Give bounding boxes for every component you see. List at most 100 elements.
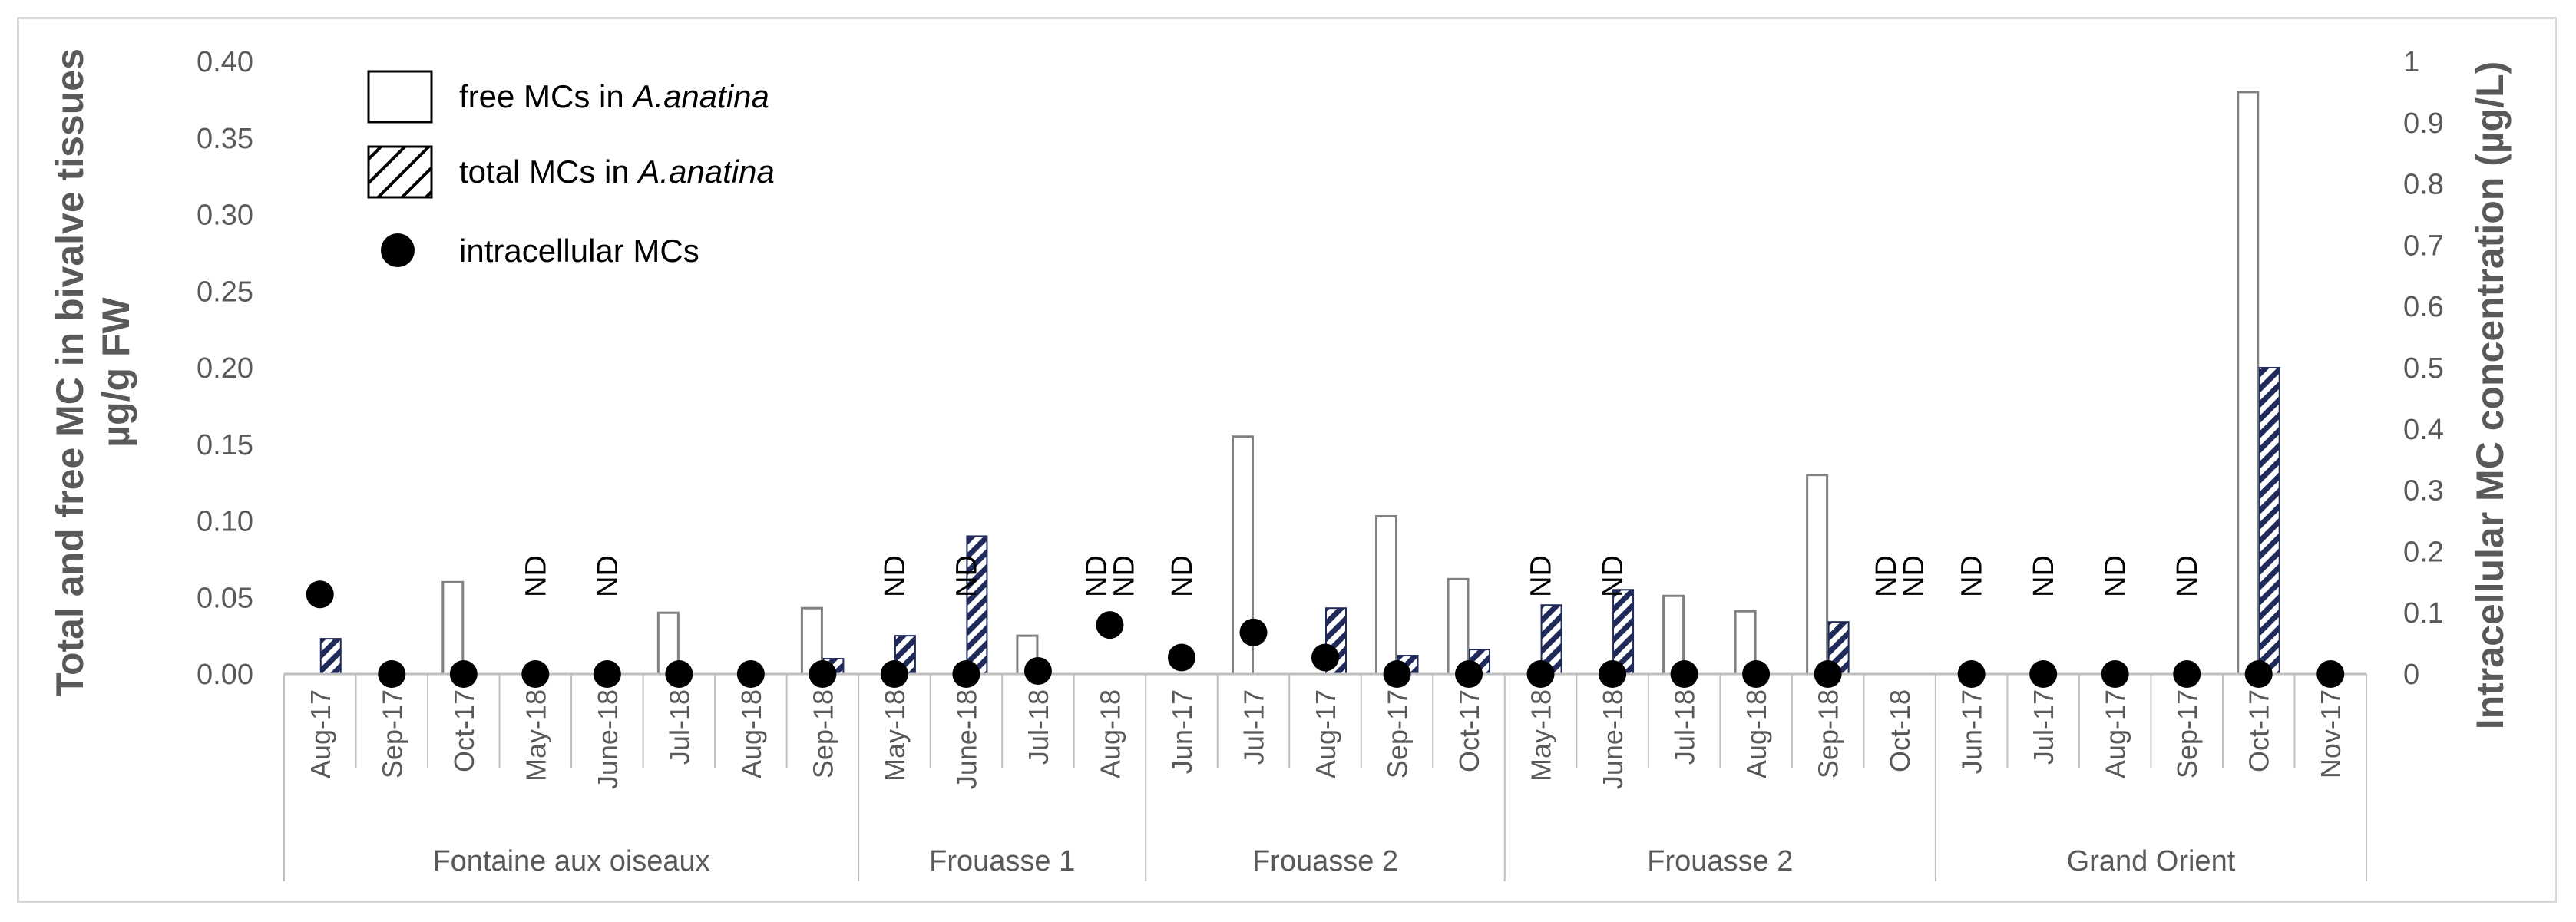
intracellular-mc-point [1023, 657, 1052, 686]
y-right-tick-label: 0.8 [2403, 169, 2444, 201]
nd-label: ND [1870, 555, 1903, 597]
y-left-tick-label: 0.35 [197, 123, 253, 155]
nd-label: ND [1108, 555, 1140, 597]
legend-swatch-free [367, 70, 433, 124]
bar-total-mcs [319, 638, 342, 675]
x-tick-label: June-18 [592, 689, 623, 789]
x-tick-label: Oct-17 [448, 689, 480, 772]
x-tick-label: May-18 [1526, 689, 1557, 782]
intracellular-mc-point [1239, 618, 1268, 646]
bar-total-mcs [1612, 589, 1635, 676]
x-tick-label: Sep-18 [1813, 689, 1844, 778]
x-tick-label: Sep-17 [1382, 689, 1414, 778]
y-right-tick-label: 0.5 [2403, 352, 2444, 385]
intracellular-mc-point [1096, 611, 1124, 639]
legend-swatch-total [367, 145, 433, 199]
intracellular-mc-point [2316, 660, 2345, 688]
intracellular-mc-point [1814, 660, 1842, 688]
y-left-tick-label: 0.15 [197, 429, 253, 461]
bar-free-mcs [2237, 91, 2260, 676]
x-tick-label: Sep-18 [807, 689, 838, 778]
y-right-tick-label: 1 [2403, 46, 2419, 78]
y-right-tick-label: 0.3 [2403, 475, 2444, 507]
bar-total-mcs [2258, 367, 2280, 675]
x-tick-label: May-18 [520, 689, 551, 782]
intracellular-mc-point [1455, 660, 1483, 688]
x-tick-label: Oct-17 [1453, 689, 1485, 772]
intracellular-mc-point [1311, 643, 1339, 672]
y-right-tick-label: 0.4 [2403, 414, 2444, 446]
group-label: Grand Orient [2067, 845, 2236, 877]
x-tick-label: Aug-18 [1094, 689, 1126, 778]
y-left-tick-label: 0.10 [197, 506, 253, 538]
chart-frame [17, 17, 2557, 903]
intracellular-mc-point [2101, 660, 2129, 688]
legend-swatch-intracellular [381, 233, 415, 267]
x-tick-label: Nov-17 [2315, 689, 2346, 778]
x-tick-label: Oct-18 [1884, 689, 1916, 772]
y-left-axis-title: Total and free MC in bivalve tissues [48, 48, 91, 696]
group-label: Frouasse 2 [1647, 845, 1793, 877]
y-right-tick-label: 0.2 [2403, 536, 2444, 568]
nd-label: ND [1526, 555, 1558, 597]
intracellular-mc-point [880, 660, 908, 688]
intracellular-mc-point [306, 580, 334, 609]
legend-label-free: free MCs in A.anatina [459, 78, 769, 114]
y-right-axis-title: Intracellular MC concentration (µg/L) [2469, 61, 2512, 730]
y-left-tick-label: 0.00 [197, 659, 253, 691]
intracellular-mc-point [1383, 660, 1411, 688]
x-tick-label: May-18 [879, 689, 911, 782]
intracellular-mc-point [2029, 660, 2058, 688]
y-right-tick-label: 0.7 [2403, 230, 2444, 262]
legend: free MCs in A.anatina total MCs in A.ana… [367, 70, 775, 269]
intracellular-mc-point [1957, 660, 1986, 688]
nd-label: ND [1956, 555, 1989, 597]
y-left-tick-label: 0.20 [197, 352, 253, 385]
nd-label: ND [2100, 555, 2132, 597]
plot-area: 0.00 0.05 0.10 0.15 0.20 0.25 0.30 0.35 0.40 0 0.1… [197, 46, 2444, 881]
nd-label: ND [2028, 555, 2060, 597]
y-left-tick-label: 0.30 [197, 200, 253, 232]
bar-free-mcs [1806, 474, 1829, 676]
x-tick-label: Sep-17 [376, 689, 408, 778]
intracellular-mc-point [1742, 660, 1771, 688]
nd-label: ND [1080, 555, 1113, 597]
x-tick-label: Aug-17 [1310, 689, 1341, 778]
intracellular-mc-point [1526, 660, 1555, 688]
bar-free-mcs [1375, 515, 1398, 676]
y-left-tick-label: 0.25 [197, 276, 253, 308]
intracellular-mc-point [809, 660, 837, 688]
x-tick-label: Aug-18 [1741, 689, 1772, 778]
x-tick-label: Aug-17 [2100, 689, 2131, 778]
bar-free-mcs [441, 580, 465, 676]
nd-label: ND [951, 555, 983, 597]
intracellular-mc-point [593, 660, 621, 688]
y-right-tick-label: 0.6 [2403, 291, 2444, 323]
y-left-tick-label: 0.40 [197, 46, 253, 78]
nd-label: ND [879, 555, 911, 597]
bar-free-mcs [1447, 577, 1470, 676]
x-tick-label: June-18 [951, 689, 982, 789]
intracellular-mc-point [521, 660, 550, 688]
x-tick-label: Jun-17 [1166, 689, 1198, 774]
x-tick-label: Jul-18 [1023, 689, 1054, 765]
nd-label: ND [1898, 555, 1930, 597]
group-label: Fontaine aux oiseaux [432, 845, 709, 877]
nd-label: ND [520, 555, 552, 597]
x-tick-label: Jul-17 [1238, 689, 1269, 765]
x-tick-label: Sep-17 [2171, 689, 2203, 778]
intracellular-mc-point [665, 660, 693, 688]
x-tick-label: Jul-18 [663, 689, 695, 765]
x-tick-label: Jun-17 [1956, 689, 1988, 774]
intracellular-mc-point [1670, 660, 1698, 688]
y-left-axis-title-unit: µg/g FW [94, 296, 137, 447]
intracellular-mc-point [1167, 643, 1195, 672]
x-tick-label: Oct-17 [2244, 689, 2275, 772]
nd-label: ND [1597, 555, 1629, 597]
x-tick-label: Aug-17 [305, 689, 336, 778]
group-label: Frouasse 2 [1252, 845, 1398, 877]
x-tick-label: Aug-18 [736, 689, 767, 778]
y-right-tick-label: 0.1 [2403, 597, 2444, 630]
intracellular-mc-point [1599, 660, 1627, 688]
